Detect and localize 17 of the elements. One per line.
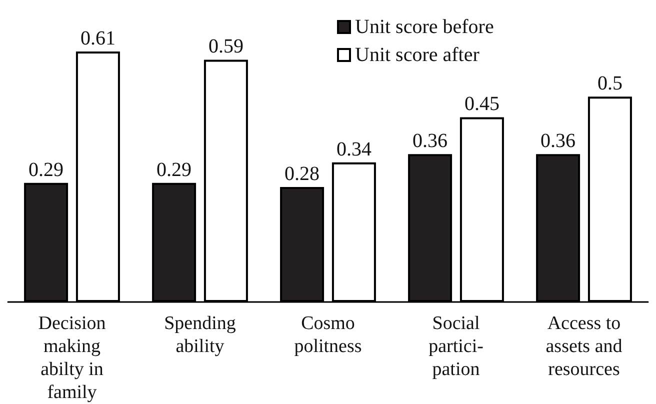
data-label: 0.28 [284,163,320,186]
x-tick-label: Cosmo politness [294,313,362,357]
data-label: 0.59 [208,36,244,58]
data-label: 0.61 [80,28,116,50]
x-tick-label: Access to assets and resources [546,313,623,380]
data-label: 0.45 [464,93,500,116]
data-label: 0.5 [597,72,622,95]
data-label: 0.36 [540,130,576,152]
x-tick-label: Decision making abilty in family [38,313,106,403]
data-label: 0.29 [156,158,192,181]
legend-label: Unit score after [355,44,480,66]
x-tick-label: Spending ability [164,313,236,357]
x-tick-label: Social partici- pation [428,313,484,380]
data-label: 0.29 [28,158,64,181]
legend-label: Unit score before [355,16,494,38]
data-label: 0.34 [336,138,372,160]
data-label: 0.36 [412,130,448,152]
